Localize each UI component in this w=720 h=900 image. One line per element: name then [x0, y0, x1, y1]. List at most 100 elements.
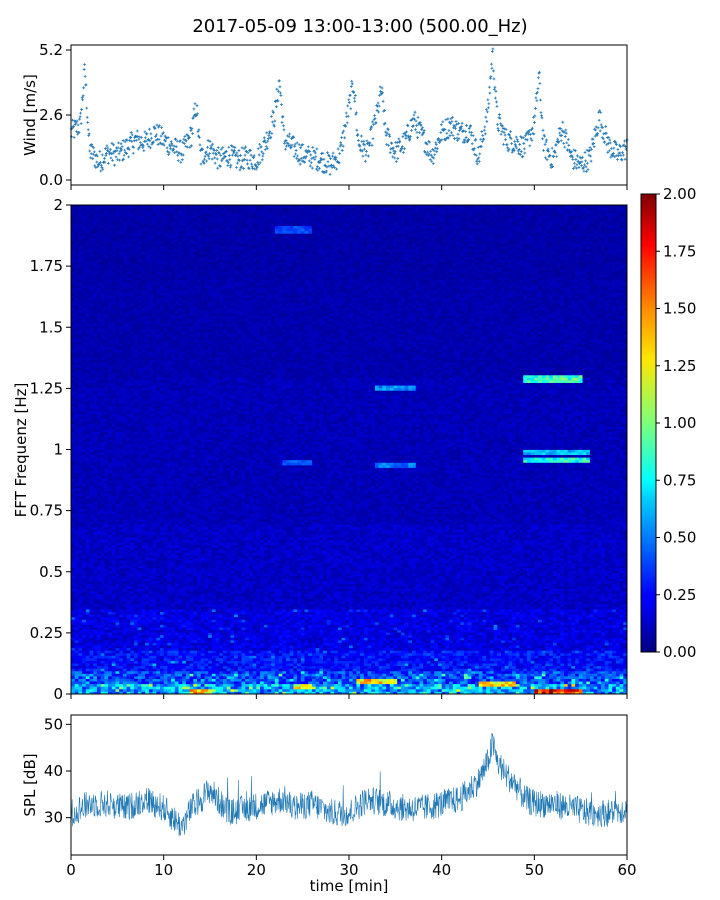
spectrogram-cell: [201, 643, 205, 646]
spectrogram-cell: [434, 658, 438, 661]
spectrogram-cell: [612, 684, 616, 687]
spectrogram-cell: [490, 637, 494, 640]
spectrogram-cell: [78, 640, 82, 643]
spectrogram-cell: [182, 661, 186, 664]
spectrogram-cell: [86, 676, 90, 679]
spectrogram-cell: [178, 686, 182, 689]
spectrogram-cell: [316, 630, 320, 633]
spectrogram-cell: [534, 635, 538, 638]
spectrogram-cell: [531, 673, 535, 676]
spectrogram-cell: [557, 661, 561, 664]
spectrogram-cell: [423, 653, 427, 656]
spectrogram-cell: [301, 650, 305, 653]
wind-point: [85, 83, 88, 86]
wind-point: [518, 143, 521, 146]
spectrogram-cell: [260, 689, 264, 692]
spectrogram-cell: [171, 676, 175, 679]
spectrogram-cell: [412, 681, 416, 684]
spectrogram-cell: [620, 653, 624, 656]
spectrogram-cell: [301, 661, 305, 664]
spectrogram-cell: [230, 658, 234, 661]
spectrogram-cell: [386, 645, 390, 648]
spectrogram-cell: [323, 673, 327, 676]
spectrogram-cell: [171, 637, 175, 640]
wind-point: [273, 120, 276, 123]
spectrogram-cell: [253, 645, 257, 648]
spectrogram-cell: [505, 681, 509, 684]
spectrogram-cell: [108, 630, 112, 633]
spectrogram-cell: [282, 627, 286, 630]
spectrogram-cell: [230, 630, 234, 633]
wind-point: [104, 147, 107, 150]
spectrogram-cell: [382, 663, 386, 666]
spectrogram-cell: [393, 655, 397, 658]
wind-point: [95, 161, 98, 164]
spectrogram-cell: [371, 661, 375, 664]
spectrogram-cell: [286, 684, 290, 687]
spectrogram-cell: [349, 684, 353, 687]
spectrogram-cell: [305, 658, 309, 661]
wind-point: [111, 142, 114, 145]
spectrogram-cell: [130, 632, 134, 635]
spectrogram-cell: [482, 658, 486, 661]
spectrogram-cell: [360, 668, 364, 671]
wind-point: [407, 135, 410, 138]
spectrogram-cell: [156, 684, 160, 687]
spectrogram-cell: [575, 632, 579, 635]
spectrogram-cell: [238, 679, 242, 682]
spectrogram-cell: [579, 643, 583, 646]
spectrogram-cell: [90, 663, 94, 666]
spectrogram-cell: [323, 640, 327, 643]
spectrogram-cell: [386, 666, 390, 669]
spectrogram-cell: [612, 635, 616, 638]
wind-point: [490, 63, 493, 66]
spectrogram-cell: [204, 650, 208, 653]
wind-point: [229, 164, 232, 167]
spectrogram-cell: [171, 684, 175, 687]
spectrogram-cell: [260, 681, 264, 684]
spectrogram-cell: [286, 689, 290, 692]
spectrogram-cell: [482, 676, 486, 679]
wind-point: [497, 129, 500, 132]
spectrogram-cell: [275, 650, 279, 653]
spectrogram-cell: [86, 637, 90, 640]
spectrogram-cell: [601, 643, 605, 646]
spectrogram-cell: [608, 650, 612, 653]
spectrogram-cell: [275, 658, 279, 661]
spectrogram-cell: [279, 679, 283, 682]
spectrogram-cell: [520, 653, 524, 656]
spectrogram-cell: [501, 655, 505, 658]
spectrogram-cell: [115, 681, 119, 684]
spectrogram-cell: [119, 684, 123, 687]
spectrogram-cell: [579, 676, 583, 679]
spectrogram-cell: [620, 640, 624, 643]
spectrogram-cell: [460, 658, 464, 661]
spectrogram-cell: [108, 645, 112, 648]
spectrogram-cell: [456, 684, 460, 687]
spectrogram-cell: [208, 648, 212, 651]
spectrogram-cell: [408, 681, 412, 684]
spectrogram-cell: [464, 640, 468, 643]
wind-point: [275, 105, 278, 108]
spectrogram-cell: [223, 671, 227, 674]
spectrogram-cell: [279, 650, 283, 653]
spectrogram-cell: [445, 661, 449, 664]
spectrogram-cell: [101, 658, 105, 661]
spectrogram-cell: [512, 658, 516, 661]
spectrogram-cell: [86, 663, 90, 666]
spectrogram-cell: [408, 650, 412, 653]
wind-point: [541, 137, 544, 140]
spectrogram-cell: [486, 655, 490, 658]
spectrogram-cell: [219, 648, 223, 651]
spectrogram-cell: [345, 632, 349, 635]
spectrogram-cell: [138, 632, 142, 635]
spectrogram-cell: [475, 661, 479, 664]
spectrogram-cell: [434, 627, 438, 630]
spectrogram-cell: [568, 668, 572, 671]
spectrogram-cell: [230, 684, 234, 687]
spectrogram-cell: [316, 645, 320, 648]
spectrogram-cell: [501, 632, 505, 635]
spectrogram-cell: [171, 643, 175, 646]
spectrogram-cell: [594, 658, 598, 661]
spectrogram-cell: [264, 663, 268, 666]
